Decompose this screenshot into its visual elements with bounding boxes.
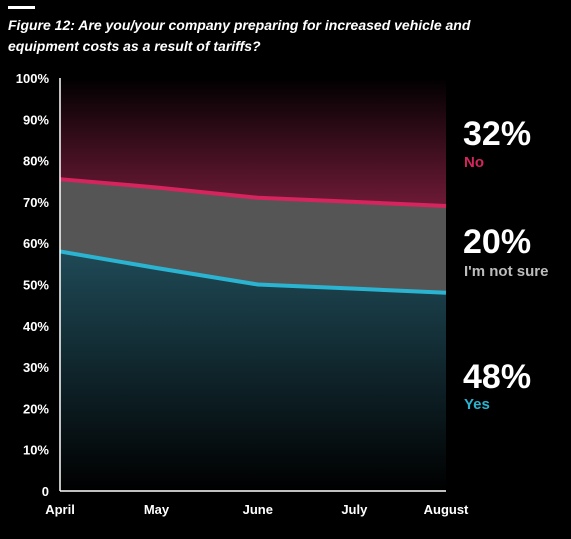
x-axis-tick-labels: April May June July August	[45, 502, 469, 517]
area-not-sure	[60, 179, 446, 293]
x-tick-label: April	[45, 502, 75, 517]
end-label-name-yes: Yes	[464, 396, 490, 413]
y-tick-label: 0	[42, 484, 49, 499]
area-yes	[60, 251, 446, 491]
end-label-name-not-sure: I'm not sure	[464, 263, 548, 280]
chart-title: Figure 12: Are you/your company preparin…	[8, 15, 548, 57]
y-tick-label: 30%	[23, 360, 49, 375]
end-label-pct-no: 32%	[463, 115, 531, 153]
y-tick-label: 10%	[23, 443, 49, 458]
line-no	[59, 177, 447, 209]
y-tick-label: 90%	[23, 112, 49, 127]
y-tick-label: 100%	[16, 71, 50, 86]
series-lines	[59, 177, 447, 295]
y-tick-label: 80%	[23, 154, 49, 169]
end-label-pct-not-sure: 20%	[463, 223, 531, 261]
line-yes	[59, 249, 447, 295]
end-label-name-no: No	[464, 154, 484, 171]
y-tick-label: 40%	[23, 319, 49, 334]
x-tick-label: August	[424, 502, 469, 517]
x-tick-label: July	[341, 502, 368, 517]
x-tick-label: June	[243, 502, 273, 517]
y-tick-label: 20%	[23, 401, 49, 416]
chart-title-line-1: Figure 12: Are you/your company preparin…	[8, 17, 471, 33]
y-axis-tick-labels: 0 10% 20% 30% 40% 50% 60% 70% 80% 90% 100%	[16, 71, 50, 499]
y-tick-label: 70%	[23, 195, 49, 210]
area-no	[60, 78, 446, 207]
end-label-pct-yes: 48%	[463, 358, 531, 396]
series-end-labels: 32%No 20% I'm not sure 48%Yes	[463, 115, 548, 413]
title-rule	[8, 6, 35, 9]
axes	[59, 78, 446, 492]
area-fills	[60, 78, 446, 491]
y-tick-label: 50%	[23, 278, 49, 293]
y-tick-label: 60%	[23, 236, 49, 251]
x-tick-label: May	[144, 502, 170, 517]
chart-title-line-2: equipment costs as a result of tariffs?	[8, 38, 261, 54]
